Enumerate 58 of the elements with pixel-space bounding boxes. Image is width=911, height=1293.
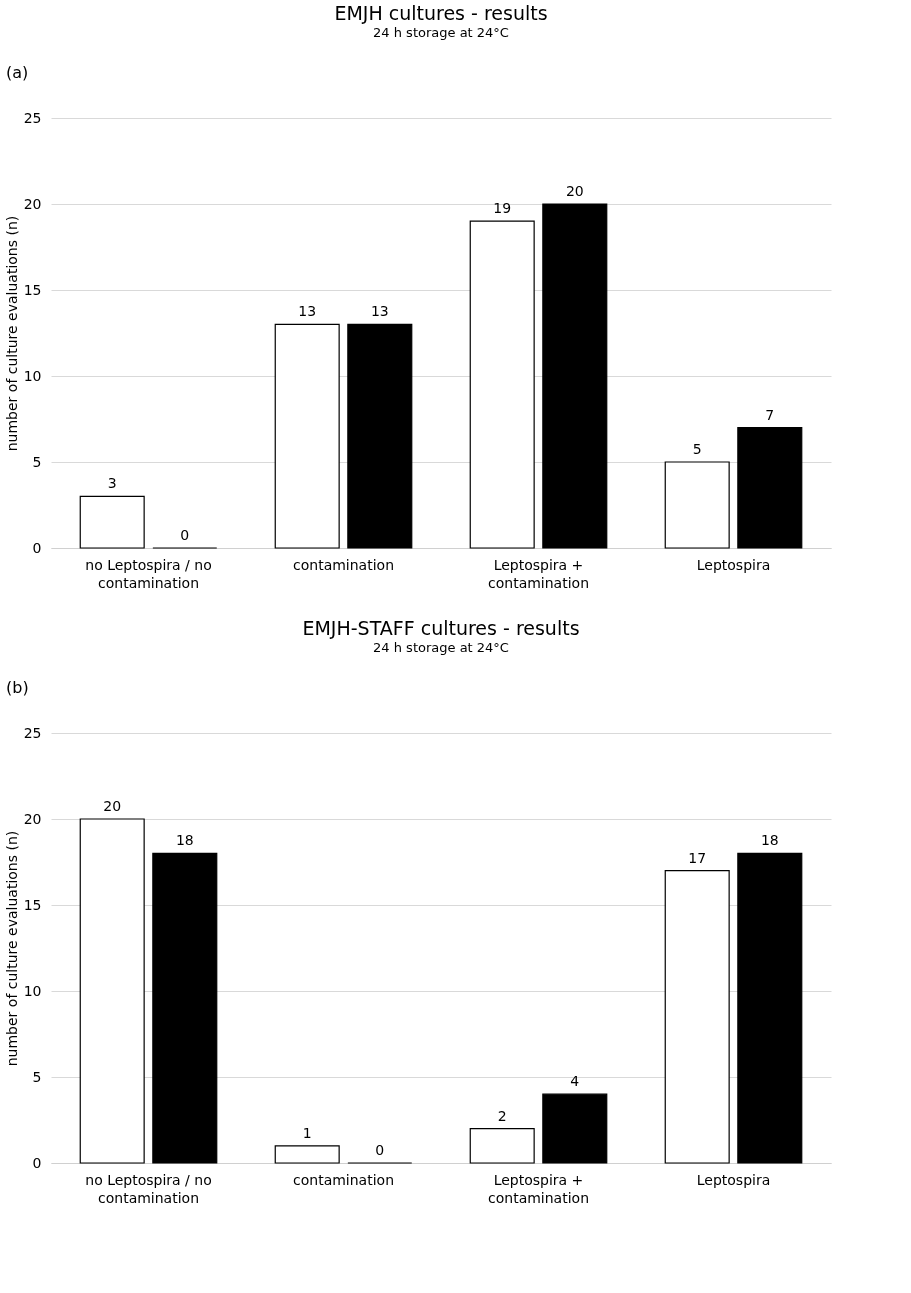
y-tick-label: 25 xyxy=(23,109,42,126)
y-tick-label: 10 xyxy=(23,367,42,384)
data-label: 13 xyxy=(298,303,317,320)
y-tick-label: 15 xyxy=(23,896,42,913)
y-tick-label: 0 xyxy=(32,1154,42,1171)
data-label: 19 xyxy=(493,200,512,217)
bar xyxy=(274,1145,340,1164)
chart-subtitle: 24 h storage at 24°C xyxy=(373,640,509,655)
x-tick-label: Leptospira xyxy=(696,1171,771,1188)
bar xyxy=(347,323,413,549)
bar xyxy=(469,1128,535,1164)
data-label: 20 xyxy=(565,183,584,199)
x-tick-label: Leptospira + contamination xyxy=(487,556,590,591)
y-tick-label: 15 xyxy=(23,281,42,298)
data-label: 18 xyxy=(175,832,194,849)
data-label: 18 xyxy=(760,832,779,849)
x-tick-label: no Leptospira / no contamination xyxy=(85,1171,212,1206)
data-label: 5 xyxy=(692,441,702,457)
y-tick-label: 5 xyxy=(32,453,42,470)
bar xyxy=(737,427,803,549)
data-label: 20 xyxy=(103,798,122,814)
data-label: 17 xyxy=(688,849,707,866)
data-label: 3 xyxy=(107,475,117,492)
bar xyxy=(542,1093,608,1164)
data-label: 0 xyxy=(375,1142,385,1158)
y-tick-label: 10 xyxy=(23,982,42,999)
bar xyxy=(79,495,145,549)
chart-title: EMJH cultures - results xyxy=(334,2,548,24)
data-label: 1 xyxy=(302,1124,312,1141)
y-tick-label: 5 xyxy=(32,1068,42,1085)
data-label: 2 xyxy=(497,1107,507,1124)
bar xyxy=(664,461,730,549)
bar xyxy=(664,870,730,1164)
bar xyxy=(469,220,535,549)
y-tick-label: 25 xyxy=(23,724,42,741)
text: (a) xyxy=(6,63,29,82)
bar xyxy=(542,203,608,549)
text: (b) xyxy=(6,678,29,697)
x-tick-label: Leptospira xyxy=(696,556,771,573)
bar xyxy=(274,323,340,549)
bar xyxy=(79,818,145,1164)
data-label: 13 xyxy=(370,303,389,320)
data-label: 7 xyxy=(765,406,775,423)
y-tick-label: 0 xyxy=(32,539,42,556)
bar xyxy=(737,852,803,1164)
y-tick-label: 20 xyxy=(23,195,42,212)
y-axis-title: number of culture evaluations (n) xyxy=(3,215,20,452)
x-tick-label: contamination xyxy=(292,1171,395,1188)
bar xyxy=(152,852,218,1164)
data-label: 4 xyxy=(570,1073,580,1090)
x-tick-label: contamination xyxy=(292,556,395,573)
data-label: 0 xyxy=(180,527,190,543)
chart-subtitle: 24 h storage at 24°C xyxy=(373,25,509,40)
x-tick-label: Leptospira + contamination xyxy=(487,1171,590,1206)
x-tick-label: no Leptospira / no contamination xyxy=(85,556,212,591)
y-axis-title: number of culture evaluations (n) xyxy=(3,830,20,1067)
chart-title: EMJH-STAFF cultures - results xyxy=(302,617,580,639)
y-tick-label: 20 xyxy=(23,810,42,827)
